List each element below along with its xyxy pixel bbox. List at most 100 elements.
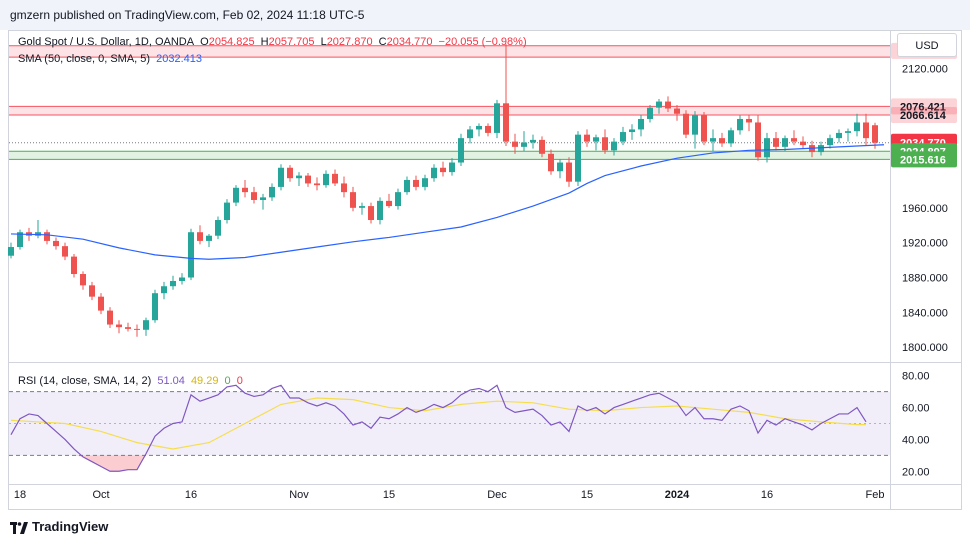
candle-5 [53, 240, 59, 247]
price-label-1: 2076.421 [900, 101, 946, 113]
candle-30 [278, 167, 284, 187]
candle-20 [188, 232, 194, 278]
candle-18 [170, 280, 176, 287]
candle-35 [323, 173, 329, 186]
candle-60 [548, 153, 554, 172]
candle-55 [503, 103, 509, 142]
chart-frame [8, 30, 962, 510]
time-tick-3: Nov [289, 489, 309, 501]
time-tick-6: 15 [581, 489, 593, 501]
ohlc-close-value: 2034.770 [386, 36, 433, 48]
zone-support-2 [9, 151, 890, 160]
candle-49 [449, 162, 455, 173]
price-tick-2: 1920.000 [902, 238, 948, 250]
candle-88 [800, 141, 806, 146]
candle-0 [8, 247, 14, 256]
candle-83 [755, 122, 761, 158]
candle-48 [440, 167, 446, 173]
candle-64 [584, 134, 590, 142]
candle-80 [728, 130, 734, 144]
candle-40 [368, 206, 374, 221]
sma-label[interactable]: SMA (50, close, 0, SMA, 5) [18, 53, 151, 65]
candle-79 [719, 138, 725, 144]
candle-1 [17, 232, 23, 248]
candle-41 [377, 200, 383, 221]
time-tick-2: 16 [185, 489, 197, 501]
tradingview-brand[interactable]: TradingView [10, 519, 108, 534]
price-tick-0: 2120.000 [902, 63, 948, 75]
publisher-info: gmzern published on TradingView.com, Feb… [10, 8, 365, 22]
candle-68 [620, 132, 626, 142]
ohlc-open: O2054.825 [200, 36, 254, 48]
price-label-bg-5 [891, 151, 957, 168]
candle-74 [674, 108, 680, 114]
ohlc-open-value: 2054.825 [208, 36, 255, 48]
candle-92 [836, 132, 842, 139]
candle-24 [224, 202, 230, 221]
candle-78 [710, 138, 716, 142]
candle-52 [476, 125, 482, 130]
candle-82 [746, 118, 752, 123]
price-label-bg-2 [891, 106, 957, 123]
candle-67 [611, 141, 617, 151]
candle-39 [359, 206, 365, 208]
sma-value: 2032.413 [156, 53, 203, 65]
symbol-title[interactable]: Gold Spot / U.S. Dollar, 1D, OANDA [18, 36, 195, 48]
ohlc-high-value: 2057.705 [268, 36, 315, 48]
candle-34 [314, 183, 320, 186]
candle-25 [233, 187, 239, 203]
candle-56 [512, 141, 518, 147]
price-label-5: 2015.616 [900, 154, 946, 166]
currency-selector[interactable]: USD [897, 33, 957, 57]
candle-14 [134, 328, 140, 330]
rsi-extra-2: 0 [236, 375, 243, 387]
price-label-bg-1 [891, 98, 957, 115]
candle-53 [485, 125, 491, 133]
ohlc-change: −20.055 (−0.98%) [438, 36, 527, 48]
time-tick-1: Oct [92, 489, 109, 501]
candle-28 [260, 197, 266, 200]
candle-42 [386, 200, 392, 207]
rsi-ma-value: 49.29 [190, 375, 219, 387]
candle-9 [89, 285, 95, 297]
brand-name: TradingView [32, 519, 109, 534]
candle-59 [539, 139, 545, 154]
time-tick-4: 15 [383, 489, 395, 501]
candle-91 [827, 138, 833, 146]
candle-13 [125, 327, 131, 329]
candle-62 [566, 162, 572, 182]
candle-90 [818, 145, 824, 153]
candle-10 [98, 296, 104, 311]
candle-73 [665, 101, 671, 109]
rsi-tick-2: 40.00 [902, 434, 930, 446]
time-tick-8: 16 [761, 489, 773, 501]
rsi-oversold-fill [74, 455, 146, 472]
rsi-label[interactable]: RSI (14, close, SMA, 14, 2) [18, 375, 152, 387]
tradingview-logo-icon [10, 522, 28, 534]
candle-76 [692, 115, 698, 135]
candle-45 [413, 179, 419, 187]
price-tick-1: 1960.000 [902, 203, 948, 215]
candle-71 [647, 107, 653, 119]
ohlc-close: C2034.770 [379, 36, 433, 48]
candle-38 [350, 192, 356, 208]
price-tick-4: 1840.000 [902, 307, 948, 319]
candle-21 [197, 232, 203, 241]
candle-96 [872, 125, 878, 143]
rsi-tick-0: 80.00 [902, 371, 930, 383]
candle-3 [35, 232, 41, 236]
rsi-value: 51.04 [157, 375, 185, 387]
candle-61 [557, 162, 563, 172]
candle-58 [530, 139, 536, 143]
candle-77 [701, 115, 707, 142]
time-tick-0: 18 [14, 489, 26, 501]
candle-8 [80, 274, 86, 286]
time-tick-9: Feb [866, 489, 885, 501]
candle-87 [791, 138, 797, 142]
ohlc-low: L2027.870 [321, 36, 373, 48]
candle-50 [458, 138, 464, 163]
time-tick-5: Dec [487, 489, 507, 501]
candle-11 [107, 310, 113, 325]
zone-resistance-0 [9, 45, 890, 58]
